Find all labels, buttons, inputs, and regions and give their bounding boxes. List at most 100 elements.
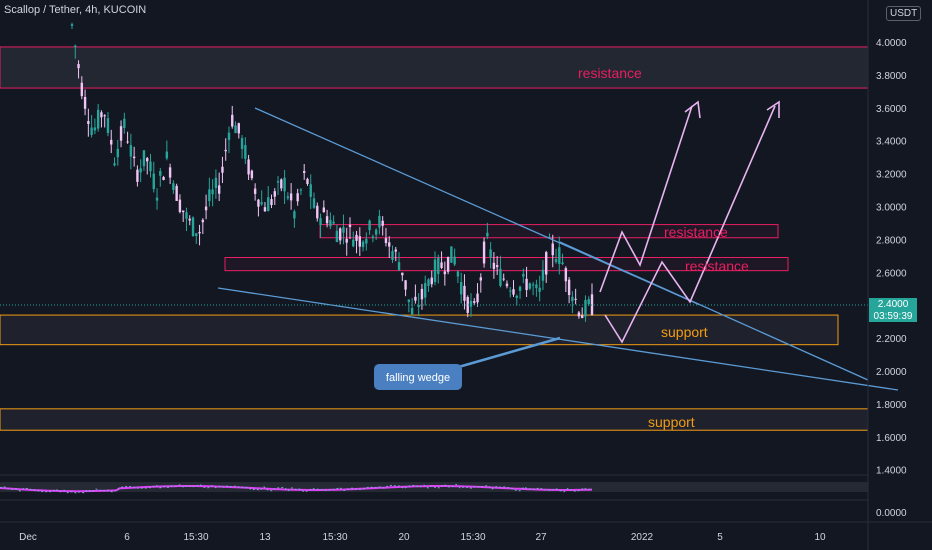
projection-path-2 <box>604 105 776 344</box>
candle-body <box>476 293 479 303</box>
candle-body <box>371 236 375 238</box>
candle-body <box>384 238 388 244</box>
candle-body <box>208 189 211 202</box>
candle-body <box>309 184 312 197</box>
candle-body <box>332 221 335 224</box>
candle-body <box>70 24 74 26</box>
candle-body <box>96 109 100 129</box>
current-price-box <box>869 298 917 322</box>
candle-body <box>123 118 126 128</box>
candle-body <box>214 177 218 189</box>
candle-body <box>172 183 175 190</box>
candle-body <box>401 272 404 276</box>
candle-body <box>554 259 558 262</box>
candle-body <box>397 262 401 271</box>
candle-body <box>361 241 365 248</box>
candle-body <box>378 215 381 228</box>
falling-wedge-label: falling wedge <box>386 372 450 384</box>
candle-body <box>77 64 80 69</box>
candle-body <box>335 230 339 243</box>
candle-body <box>580 315 584 319</box>
candle-body <box>443 271 447 275</box>
price-tick-label: 1.8000 <box>876 400 907 411</box>
candle-body <box>303 171 306 173</box>
candle-body <box>342 227 345 233</box>
candle-body <box>312 198 316 208</box>
time-tick-label: 15:30 <box>183 532 208 543</box>
candle-body <box>87 121 90 124</box>
candle-body <box>106 118 110 134</box>
candle-body <box>201 219 205 223</box>
arrowhead-1 <box>684 100 701 119</box>
candle-body <box>250 170 254 179</box>
currency-badge[interactable]: USDT <box>886 6 922 21</box>
candle-body <box>515 295 518 298</box>
resistance-top-label: resistance <box>578 65 642 81</box>
candle-body <box>103 115 106 117</box>
candle-body <box>188 218 191 221</box>
candle-body <box>502 278 505 280</box>
candle-body <box>244 145 247 159</box>
candle-body <box>368 220 371 231</box>
candle-body <box>116 148 119 158</box>
candle-body <box>558 247 561 264</box>
time-tick-label: 15:30 <box>322 532 347 543</box>
time-tick-label: 6 <box>124 532 130 543</box>
candle-body <box>319 218 322 226</box>
symbol-header[interactable]: Scallop / Tether, 4h, KUCOIN <box>4 4 147 16</box>
time-axis: Dec 6 15:30 13 15:30 20 15:30 27 2022 5 10 <box>19 532 826 543</box>
candle-body <box>587 299 590 305</box>
candle-body <box>420 288 424 300</box>
candle-body <box>545 252 548 275</box>
projection-paths <box>599 100 780 344</box>
price-tick-label: 2.2000 <box>876 334 907 345</box>
price-tick-label: 2.0000 <box>876 367 907 378</box>
projection-path-1 <box>599 105 693 293</box>
price-tick-label: 3.0000 <box>876 203 907 214</box>
time-tick-label: Dec <box>19 532 37 543</box>
candle-body <box>505 283 509 287</box>
time-tick-label: 15:30 <box>460 532 485 543</box>
current-price-countdown: 03:59:39 <box>873 311 913 322</box>
candle-body <box>531 284 535 286</box>
candle-body <box>260 202 263 205</box>
candle-body <box>407 299 411 303</box>
candle-body <box>283 177 286 192</box>
candle-body <box>132 156 136 159</box>
resistance-zone <box>224 256 789 272</box>
candle-body <box>293 211 296 219</box>
candle-body <box>113 163 116 166</box>
candle-body <box>574 298 577 300</box>
candle-body <box>459 282 463 295</box>
time-tick-label: 5 <box>717 532 723 543</box>
candle-body <box>253 188 257 194</box>
candle-body <box>329 219 332 227</box>
candle-body <box>509 290 512 292</box>
candle-body <box>316 205 319 219</box>
candle-body <box>479 277 483 281</box>
candle-body <box>263 207 267 212</box>
candle-body <box>492 262 496 269</box>
candle-body <box>162 176 165 181</box>
candle-body <box>456 271 460 277</box>
time-tick-label: 10 <box>814 532 826 543</box>
candle-body <box>417 305 420 308</box>
arrowhead-2 <box>766 100 780 118</box>
candle-body <box>473 301 476 303</box>
candle-body <box>175 185 178 201</box>
candle-body <box>90 127 93 136</box>
candle-body <box>299 189 303 191</box>
resistance-zone <box>0 46 869 89</box>
candle-body <box>453 256 456 265</box>
candle-body <box>276 181 280 183</box>
candle-body <box>74 45 77 48</box>
candle-body <box>463 285 466 301</box>
candle-body <box>325 216 329 224</box>
candle-body <box>525 278 528 291</box>
candle-body <box>211 189 214 195</box>
wedge-lines <box>217 107 899 391</box>
candle-body <box>139 168 142 173</box>
candle-body <box>110 139 113 145</box>
candle-body <box>155 197 159 201</box>
